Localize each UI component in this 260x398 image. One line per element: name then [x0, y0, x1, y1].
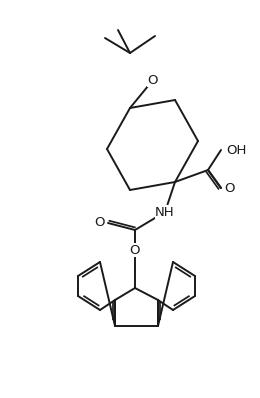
Text: NH: NH	[155, 205, 175, 219]
Text: O: O	[224, 181, 235, 195]
Text: OH: OH	[226, 144, 246, 156]
Text: O: O	[148, 74, 158, 86]
Text: O: O	[94, 217, 105, 230]
Text: O: O	[130, 244, 140, 256]
